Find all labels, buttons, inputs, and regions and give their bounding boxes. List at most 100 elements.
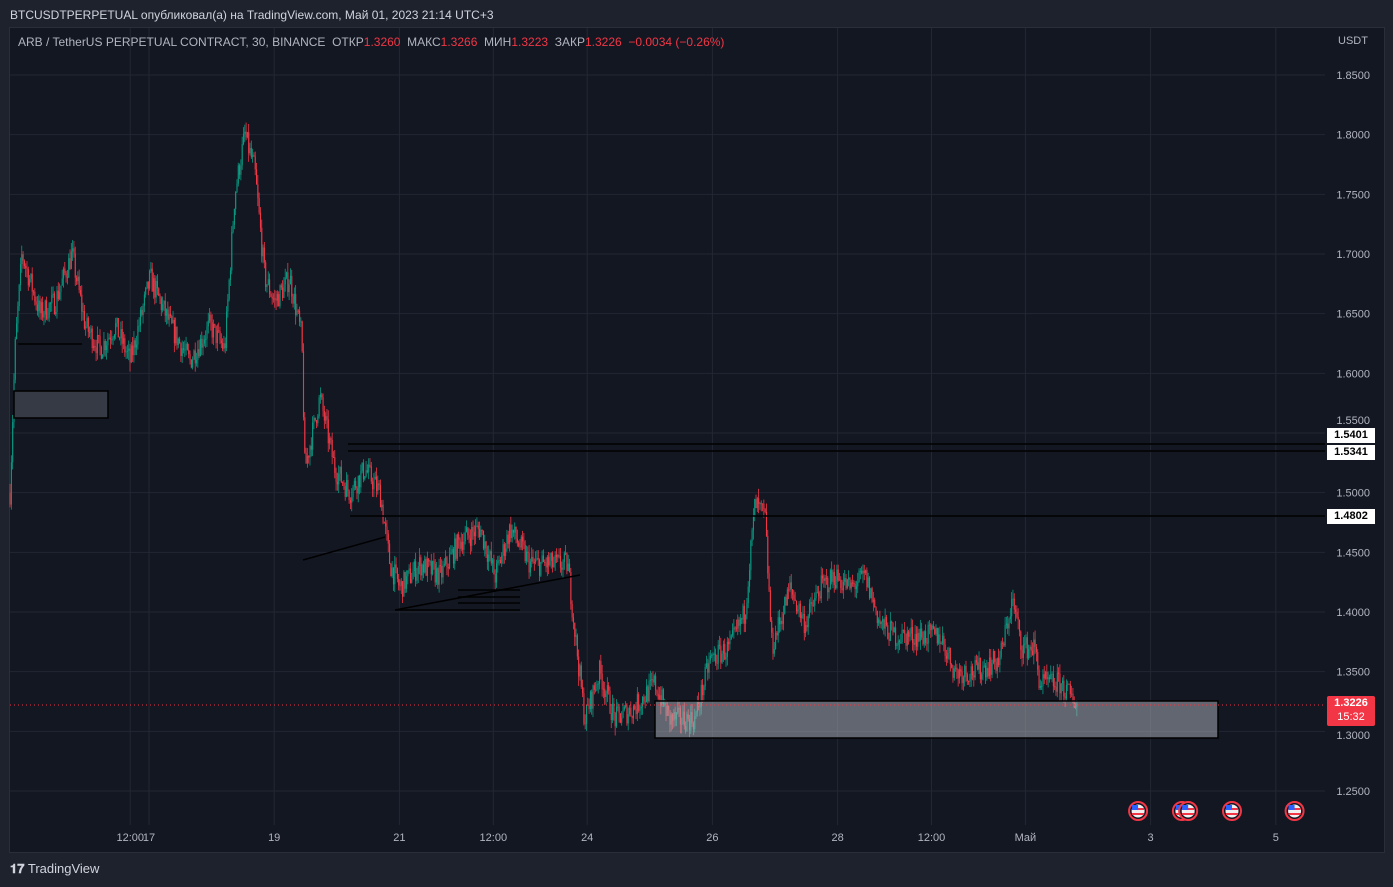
- candle-body: [115, 323, 117, 335]
- candle-body: [870, 588, 872, 599]
- candle-body: [966, 674, 968, 681]
- candle-body: [759, 503, 761, 505]
- candle-body: [276, 294, 278, 301]
- y-tick-label: 1.8000: [1336, 130, 1370, 142]
- us-flag-event-icon[interactable]: [1128, 801, 1149, 821]
- candle-body: [545, 562, 547, 568]
- symbol-label[interactable]: ARB / TetherUS PERPETUAL CONTRACT, 30, B…: [18, 35, 326, 49]
- candle-body: [122, 338, 125, 344]
- candle-body: [799, 603, 801, 619]
- drawings[interactable]: [13, 343, 1325, 739]
- candle-body: [540, 562, 542, 576]
- candle-body: [922, 637, 924, 645]
- candle-body: [96, 335, 99, 354]
- candle-body: [716, 662, 718, 664]
- candle-body: [249, 147, 251, 154]
- candle-body: [233, 209, 235, 225]
- candle-body: [331, 439, 333, 458]
- candle-body: [435, 568, 438, 583]
- candle-body: [866, 570, 868, 588]
- candle-body: [990, 657, 992, 675]
- candle-body: [155, 280, 157, 298]
- candle-body: [631, 715, 633, 719]
- y-tick-label: 1.5500: [1336, 415, 1370, 427]
- candle-body: [48, 303, 50, 318]
- x-tick-label: 12:00: [918, 832, 946, 844]
- candle-body: [645, 686, 648, 703]
- candle-body: [965, 666, 967, 675]
- candle-body: [248, 132, 250, 154]
- candle-body: [1054, 686, 1056, 688]
- candle-body: [928, 624, 931, 626]
- candle-body: [219, 331, 221, 341]
- candle-body: [424, 558, 426, 573]
- us-flag-event-icon[interactable]: [1178, 801, 1199, 821]
- candle-body: [802, 613, 804, 615]
- candle-body: [419, 557, 421, 567]
- tradingview-logo[interactable]: 𝟏𝟕 TradingView: [10, 861, 99, 877]
- candle-body: [387, 533, 389, 544]
- candle-body: [720, 645, 722, 663]
- x-tick-label: Май: [1015, 832, 1037, 844]
- candle-body: [293, 293, 295, 304]
- candle-body: [132, 345, 134, 356]
- candle-body: [977, 662, 979, 670]
- candle-body: [70, 251, 72, 269]
- candle-body: [808, 603, 811, 616]
- candle-body: [62, 268, 65, 279]
- candle-body: [629, 707, 631, 715]
- candle-body: [36, 304, 39, 312]
- candle-body: [987, 667, 989, 677]
- candle-body: [1020, 631, 1022, 650]
- candle-body: [479, 528, 481, 537]
- candle-body: [79, 290, 82, 295]
- candle-body: [953, 668, 955, 678]
- candle-body: [386, 526, 388, 534]
- candle-body: [134, 340, 136, 348]
- candle-body: [177, 338, 179, 346]
- candle-body: [57, 290, 59, 299]
- candle-body: [570, 572, 572, 605]
- candle-body: [715, 653, 717, 663]
- candle-body: [855, 586, 858, 590]
- candle-body: [785, 597, 787, 606]
- candle-body: [914, 634, 916, 645]
- candle-body: [1026, 637, 1028, 659]
- candle-body: [327, 419, 329, 444]
- candle-body: [44, 300, 46, 315]
- candle-body: [580, 665, 582, 687]
- tv-logo-icon: 𝟏𝟕: [10, 861, 25, 876]
- candle-body: [227, 299, 229, 312]
- candle-body: [469, 538, 471, 546]
- candle-body: [413, 561, 415, 572]
- candle-body: [417, 566, 419, 574]
- candle-body: [357, 475, 359, 494]
- candle-body: [129, 348, 131, 363]
- candle-body: [215, 325, 217, 343]
- candle-body: [892, 623, 894, 633]
- candle-body: [901, 629, 903, 642]
- candle-body: [372, 481, 374, 490]
- candle-body: [124, 338, 126, 353]
- candle-body: [931, 625, 933, 631]
- candle-body: [854, 583, 856, 590]
- us-flag-event-icon[interactable]: [1221, 801, 1242, 821]
- candle-body: [171, 316, 173, 324]
- candle-body: [240, 165, 242, 175]
- candle-body: [561, 567, 563, 570]
- candle-body: [179, 338, 181, 344]
- candle-body: [317, 416, 319, 424]
- candle-body: [908, 631, 910, 637]
- us-flag-event-icon[interactable]: [1284, 801, 1305, 821]
- candle-body: [242, 133, 245, 145]
- candle-body: [940, 643, 942, 645]
- candle-body: [47, 317, 49, 319]
- candle-body: [300, 321, 302, 323]
- candle-body: [1045, 671, 1047, 679]
- candle-body: [1015, 609, 1017, 612]
- candle-body: [158, 288, 160, 296]
- candle-body: [742, 605, 744, 620]
- candle-body: [460, 541, 462, 549]
- candle-body: [978, 657, 980, 670]
